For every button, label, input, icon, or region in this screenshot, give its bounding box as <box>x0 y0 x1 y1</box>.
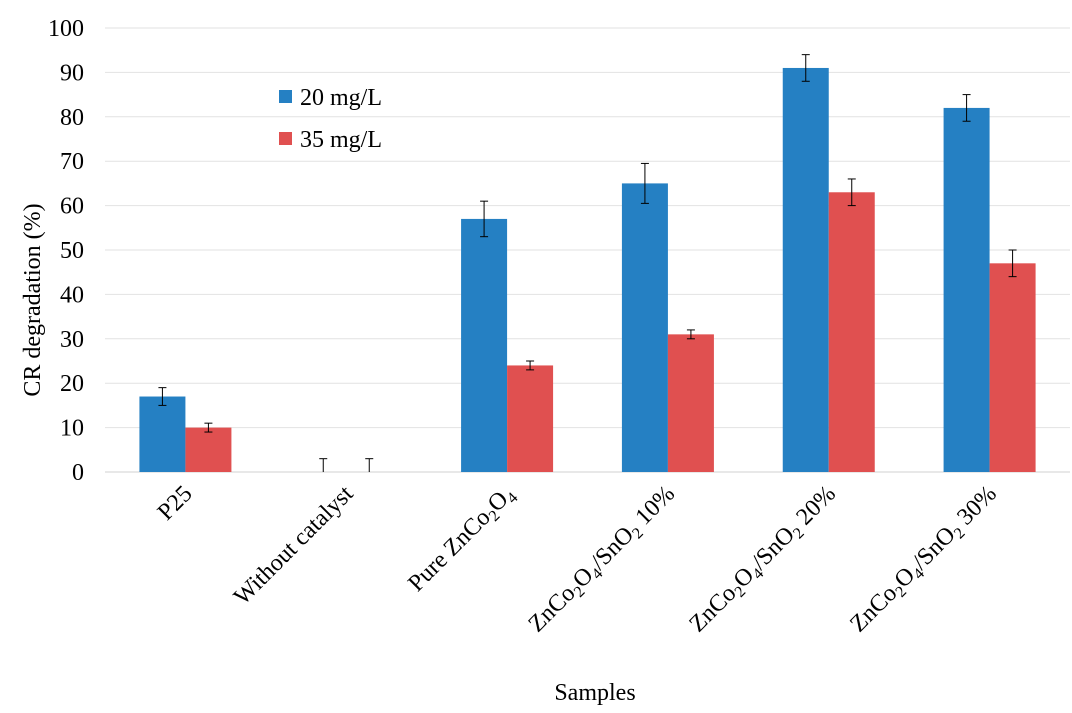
bar-20-mg-l-0 <box>139 396 186 472</box>
x-category-label: ZnCo2O4/SnO2 30% <box>845 481 1004 640</box>
bar-35-mg-l-0 <box>185 427 232 472</box>
y-tick-label: 20 <box>60 371 84 397</box>
legend-swatch <box>279 90 292 103</box>
error-bar <box>1008 249 1017 278</box>
x-category-label: Without catalyst <box>229 481 359 611</box>
y-tick-label: 10 <box>60 416 84 442</box>
error-bars <box>158 54 1017 472</box>
x-category-label: ZnCo2O4/SnO2 10% <box>524 481 683 640</box>
bar-35-mg-l-3 <box>667 334 714 472</box>
bar-35-mg-l-5 <box>989 263 1036 472</box>
y-tick-label: 50 <box>60 238 84 264</box>
y-tick-label: 40 <box>60 282 84 308</box>
error-bar <box>319 458 328 472</box>
error-bar <box>801 54 810 82</box>
error-bar <box>526 360 535 371</box>
bar-20-mg-l-5 <box>943 107 990 473</box>
y-axis-title: CR degradation (%) <box>20 203 46 396</box>
y-tick-label: 100 <box>48 16 84 42</box>
x-category-labels: P25 Without catalyst Pure ZnCo2O4ZnCo2O4/S… <box>153 481 1004 640</box>
gridlines <box>105 27 1070 473</box>
error-bar <box>962 94 971 122</box>
error-bar <box>686 329 695 340</box>
y-tick-label: 80 <box>60 105 84 131</box>
x-category-label: ZnCo2O4/SnO2 20% <box>684 481 843 640</box>
y-tick-labels: 0 10 20 30 40 50 60 70 80 90 100 <box>48 16 84 486</box>
error-bar <box>480 200 489 238</box>
error-bar <box>204 422 213 433</box>
y-tick-label: 60 <box>60 194 84 220</box>
y-tick-label: 70 <box>60 149 84 175</box>
bar-20-mg-l-2 <box>461 218 508 472</box>
x-category-label: Pure ZnCo2O4 <box>403 481 521 599</box>
bar-35-mg-l-4 <box>828 192 875 472</box>
bar-20-mg-l-4 <box>782 67 829 473</box>
bars <box>139 67 1036 473</box>
error-bar <box>158 387 167 406</box>
bar-35-mg-l-2 <box>507 365 554 472</box>
legend-label: 20 mg/L <box>300 85 382 111</box>
y-tick-label: 0 <box>72 460 84 486</box>
error-bar <box>365 458 374 472</box>
error-bar <box>847 178 856 207</box>
legend-swatch <box>279 132 292 145</box>
y-tick-label: 30 <box>60 327 84 353</box>
legend-label: 35 mg/L <box>300 127 382 153</box>
x-axis-title: Samples <box>554 680 635 706</box>
error-bar <box>640 162 649 204</box>
y-tick-label: 90 <box>60 60 84 86</box>
legend: 20 mg/L 35 mg/L <box>279 85 382 153</box>
x-category-label: P25 <box>153 481 198 526</box>
bar-20-mg-l-3 <box>621 183 668 472</box>
